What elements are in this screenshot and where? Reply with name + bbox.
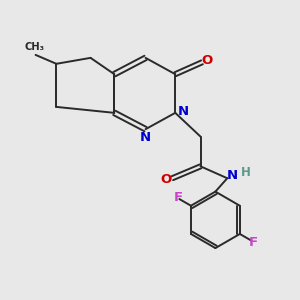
Text: O: O xyxy=(160,173,171,186)
Text: H: H xyxy=(241,166,250,179)
Text: N: N xyxy=(227,169,238,182)
Text: F: F xyxy=(173,191,182,204)
Text: F: F xyxy=(248,236,257,249)
Text: N: N xyxy=(178,105,189,118)
Text: CH₃: CH₃ xyxy=(24,42,44,52)
Text: N: N xyxy=(140,131,151,144)
Text: O: O xyxy=(202,54,213,67)
